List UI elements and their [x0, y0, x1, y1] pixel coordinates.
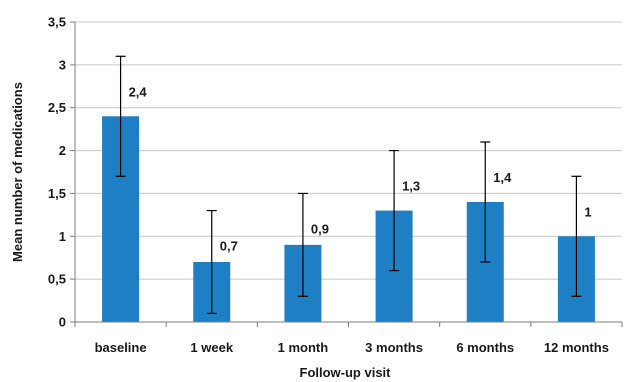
axes	[70, 21, 623, 327]
y-axis-title: Mean number of medications	[10, 82, 25, 262]
x-tick-label: 12 months	[544, 340, 609, 355]
x-tick-label: 1 month	[278, 340, 329, 355]
x-axis-title: Follow-up visit	[300, 365, 392, 380]
bars	[102, 116, 595, 323]
y-tick-label: 0,5	[48, 272, 66, 287]
error-bars	[115, 55, 582, 315]
data-labels: 2,4 0,7 0,9 1,3 1,4 1	[129, 84, 592, 253]
x-tick-label: baseline	[95, 340, 147, 355]
data-label: 1,4	[493, 170, 512, 185]
y-tick-label: 2,5	[48, 100, 66, 115]
y-tick-label: 2	[59, 143, 66, 158]
data-label: 2,4	[129, 84, 148, 99]
data-label: 0,9	[311, 221, 329, 236]
x-tick-label: 6 months	[456, 340, 514, 355]
gridlines	[75, 21, 622, 280]
data-label: 0,7	[220, 239, 238, 254]
y-tick-label: 0	[59, 315, 66, 330]
y-tick-label: 1	[59, 229, 66, 244]
data-label: 1,3	[402, 179, 420, 194]
x-tick-label: 1 week	[190, 340, 233, 355]
y-tick-label: 3,5	[48, 15, 66, 30]
tick-labels: 0 0,5 1 1,5 2 2,5 3 3,5 baseline 1 week 1 month 3 m…	[48, 15, 609, 356]
y-tick-label: 1,5	[48, 186, 66, 201]
data-label: 1	[584, 204, 591, 219]
x-tick-label: 3 months	[365, 340, 423, 355]
y-tick-label: 3	[59, 57, 66, 72]
